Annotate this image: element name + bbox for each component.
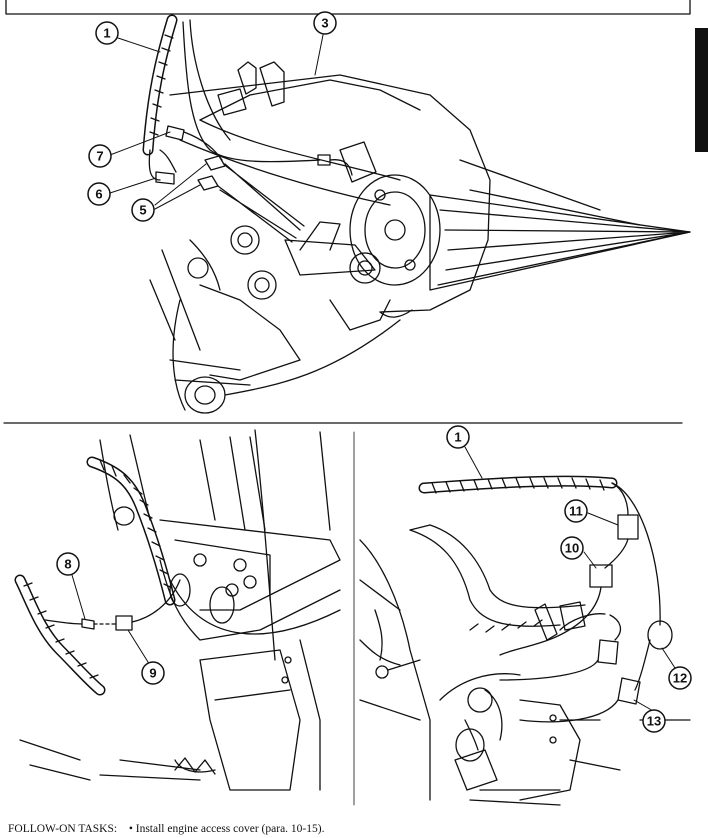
top-leader-lines [109, 34, 324, 210]
follow-on-tasks: FOLLOW-ON TASKS: • Install engine access… [8, 822, 698, 836]
section-thumb-tab [695, 28, 708, 152]
callout-13: 13 [642, 709, 666, 733]
callout-1-bottom: 1 [446, 425, 470, 449]
callout-3: 3 [313, 11, 337, 35]
svg-text:13: 13 [647, 714, 661, 729]
top-frame-border [5, 0, 691, 15]
callout-10: 10 [560, 536, 584, 560]
callout-11: 11 [564, 499, 588, 523]
callout-5: 5 [131, 198, 155, 222]
svg-text:6: 6 [95, 187, 102, 202]
bottom-left-leader-lines [71, 574, 149, 663]
svg-text:10: 10 [565, 541, 579, 556]
callout-6: 6 [87, 182, 111, 206]
callout-8: 8 [56, 552, 80, 576]
svg-text:12: 12 [673, 671, 687, 686]
callout-7: 7 [88, 144, 112, 168]
svg-text:3: 3 [321, 16, 328, 31]
callout-12: 12 [668, 666, 692, 690]
svg-text:1: 1 [454, 430, 461, 445]
svg-text:8: 8 [64, 557, 71, 572]
follow-on-task-text: Install engine access cover (para. 10-15… [135, 823, 325, 835]
svg-text:11: 11 [569, 504, 583, 519]
follow-on-bullet: • [128, 823, 133, 835]
top-engine-figure [142, 14, 691, 414]
follow-on-label: FOLLOW-ON TASKS: [8, 823, 118, 835]
bottom-right-figure [359, 475, 691, 806]
svg-text:1: 1 [103, 26, 110, 41]
bottom-left-figure [14, 429, 341, 791]
svg-text:5: 5 [139, 203, 146, 218]
callout-9: 9 [141, 661, 165, 685]
callout-1-top: 1 [95, 21, 119, 45]
svg-text:9: 9 [149, 666, 156, 681]
svg-text:7: 7 [96, 149, 103, 164]
